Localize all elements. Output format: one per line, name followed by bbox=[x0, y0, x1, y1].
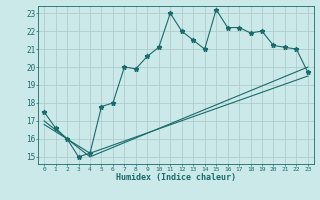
X-axis label: Humidex (Indice chaleur): Humidex (Indice chaleur) bbox=[116, 173, 236, 182]
